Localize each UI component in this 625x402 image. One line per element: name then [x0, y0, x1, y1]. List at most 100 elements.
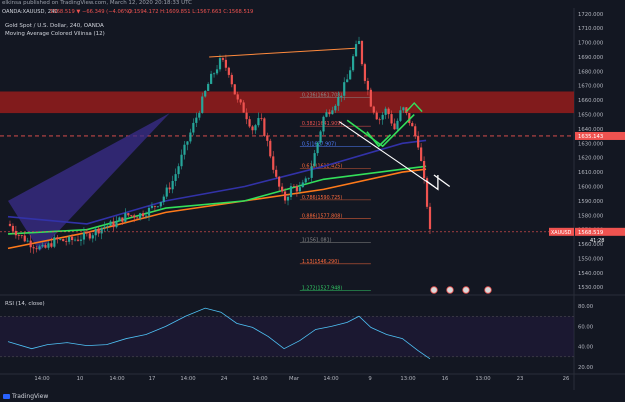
candle-body — [425, 178, 429, 207]
candle-body — [275, 169, 278, 177]
candle-body — [20, 235, 23, 237]
candle-body — [165, 187, 168, 197]
symbol-change: 1568.519 ▼ −66.349 (−4.06%) — [50, 9, 131, 15]
candle-body — [115, 221, 118, 228]
fib-level-label: 0.236(1661.708) — [302, 93, 342, 99]
candle-body — [278, 176, 281, 187]
candle-body — [340, 95, 343, 98]
candle-body — [221, 58, 225, 60]
candle-body — [239, 99, 242, 103]
candle-body — [207, 83, 210, 91]
candle-body — [298, 187, 301, 192]
candle-body — [260, 118, 263, 119]
tradingview-brand[interactable]: TradingView — [12, 393, 49, 400]
time-tick-label: 14:00 — [180, 376, 196, 382]
last-price-badge-bg — [575, 227, 625, 236]
candle-body — [141, 213, 145, 217]
candle-body — [422, 161, 426, 179]
candle-body — [147, 207, 151, 216]
candle-body — [180, 154, 183, 167]
candle-body — [316, 142, 319, 154]
candle-body — [414, 126, 417, 136]
candle-body — [59, 239, 62, 240]
candle-body — [91, 235, 94, 239]
symbol-badge-bg — [549, 227, 574, 236]
rsi-line — [7, 307, 431, 360]
candle-body — [328, 112, 331, 115]
candle-body — [281, 186, 284, 192]
candle-body — [218, 58, 222, 70]
candle-body — [399, 110, 402, 121]
candle-body — [32, 247, 35, 249]
candle-body — [70, 236, 74, 241]
candle-body — [79, 239, 83, 241]
candle-body — [236, 94, 239, 100]
price-tick-label: 1690.000 — [578, 55, 604, 61]
time-tick-label: 10 — [77, 376, 84, 382]
candle-body — [139, 213, 142, 219]
candle-body — [242, 102, 245, 113]
time-tick-label: 14:00 — [109, 376, 125, 382]
ma-line — [7, 139, 427, 225]
top-bar: elkinsa published on TradingView.com, Ma… — [0, 0, 625, 8]
candle-body — [153, 205, 157, 207]
candle-body — [150, 205, 154, 208]
candle-body — [360, 40, 364, 65]
candle-body — [23, 235, 26, 242]
candle-body — [68, 236, 71, 242]
time-tick-label: 13:00 — [475, 376, 491, 382]
candle-body — [201, 96, 204, 113]
candle-body — [162, 196, 165, 202]
rsi-title: RSI (14, close) — [5, 301, 45, 307]
time-tick-label: Mar — [289, 376, 300, 382]
candle-body — [325, 112, 328, 117]
candle-body — [254, 125, 257, 131]
price-tick-label: 1600.000 — [578, 184, 604, 190]
symbol-line: OANDA:XAUUSD, 240 — [2, 9, 58, 15]
event-flag-icon — [430, 286, 438, 294]
rsi-tick-label: 40.00 — [578, 345, 594, 351]
candle-body — [292, 186, 296, 187]
candle-body — [272, 156, 275, 170]
green-arrow-icon — [366, 131, 392, 148]
candle-body — [230, 74, 233, 85]
candle-body — [390, 114, 393, 124]
candle-body — [136, 217, 139, 219]
price-tick-label: 1670.000 — [578, 84, 604, 90]
candle-body — [65, 241, 68, 242]
candle-body — [251, 126, 254, 131]
candle-body — [369, 89, 372, 107]
candle-body — [405, 107, 408, 114]
candle-body — [224, 59, 228, 68]
fib-level-label: 1.13(1546.290) — [302, 259, 339, 265]
price-tick-label: 1720.000 — [578, 12, 604, 18]
time-tick-label: 9 — [368, 376, 371, 382]
price-tick-label: 1540.000 — [578, 271, 604, 277]
candle-body — [331, 110, 334, 115]
time-tick-label: 23 — [517, 376, 524, 382]
candle-body — [100, 227, 103, 234]
fib-level-label: 0.886(1577.808) — [302, 213, 342, 219]
candle-body — [26, 240, 29, 242]
price-tick-label: 1530.000 — [578, 285, 604, 291]
candle-body — [29, 240, 32, 248]
candle-body — [198, 112, 201, 118]
candle-body — [76, 239, 80, 241]
candle-body — [387, 108, 390, 115]
symbol-badge: XAUUSD — [551, 230, 572, 236]
candle-body — [127, 213, 130, 216]
candle-body — [381, 114, 384, 120]
candle-body — [366, 80, 369, 90]
candle-body — [210, 73, 213, 84]
event-flag-icon — [484, 286, 492, 294]
candle-body — [159, 201, 162, 207]
candle-body — [266, 136, 269, 141]
time-tick-label: 24 — [221, 376, 228, 382]
tradingview-logo-icon — [3, 394, 10, 399]
candle-body — [50, 243, 53, 247]
event-flag-icon — [446, 286, 454, 294]
price-tick-label: 1700.000 — [578, 41, 604, 47]
purple-wedge — [8, 113, 170, 252]
candle-body — [375, 112, 378, 120]
